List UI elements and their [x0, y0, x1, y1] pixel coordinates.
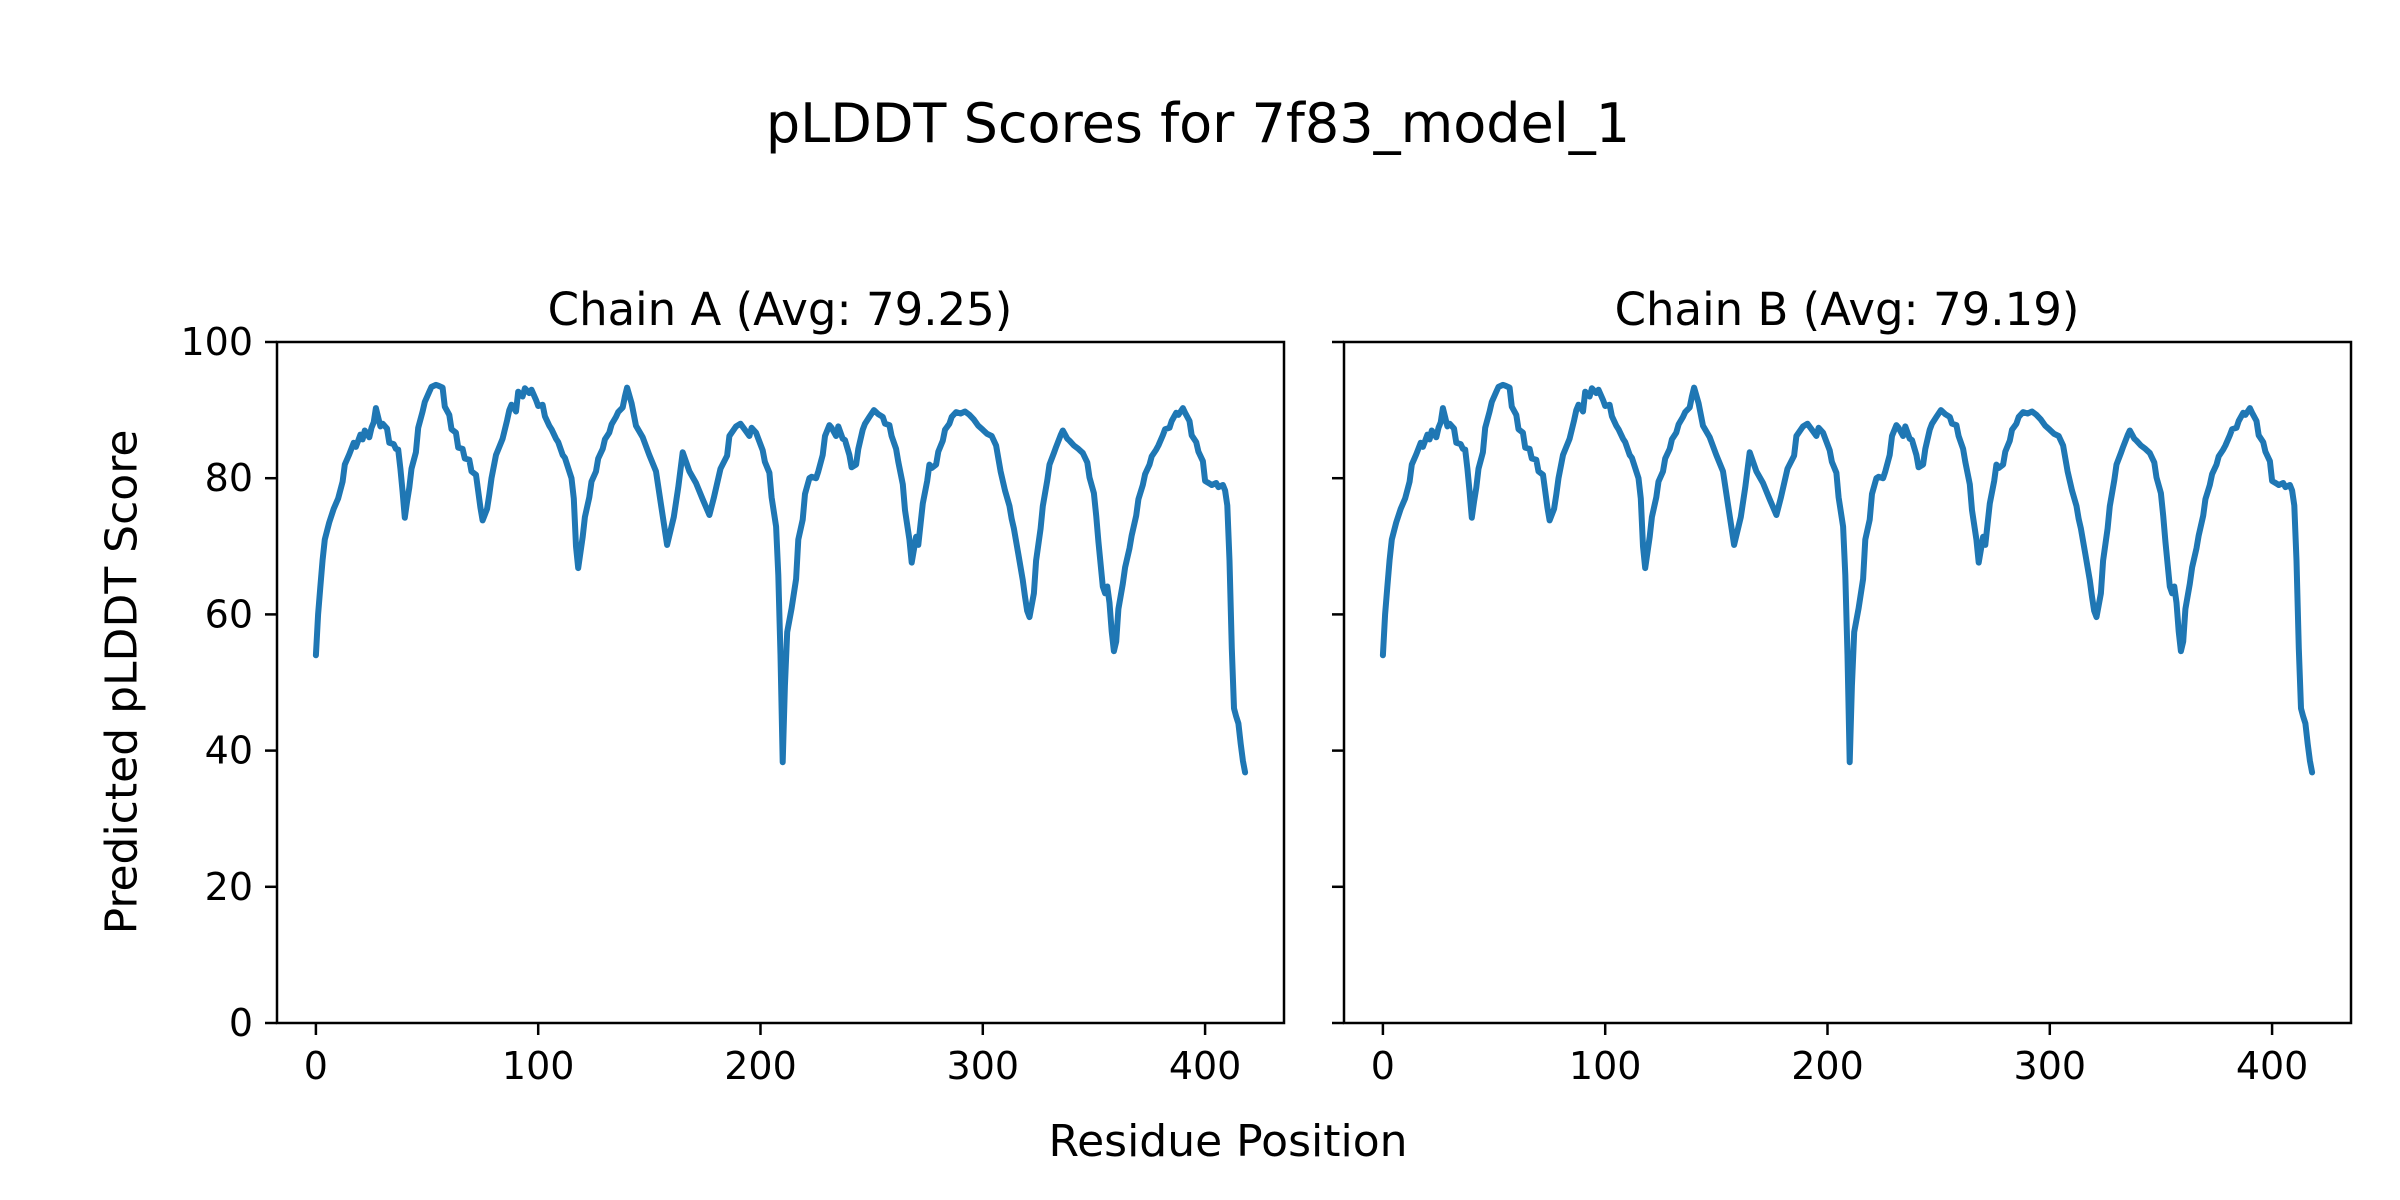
x-tick-label: 200: [1791, 1044, 1864, 1088]
y-tick-label: 0: [229, 1001, 253, 1045]
subplot-title-chain-b: Chain B (Avg: 79.19): [1614, 283, 2080, 336]
x-tick-label: 400: [1169, 1044, 1242, 1088]
x-tick-label: 400: [2236, 1044, 2309, 1088]
x-tick-label: 0: [1371, 1044, 1395, 1088]
axes-frame: [275, 340, 1286, 1025]
y-tick-label: 100: [180, 320, 253, 364]
y-axis-label: Predicted pLDDT Score: [96, 429, 148, 935]
y-tick-label: 60: [205, 592, 253, 636]
y-tick-label: 20: [205, 865, 253, 909]
axes-chain-b: 0 100 200 300 400: [1332, 340, 2353, 1088]
x-tick-label: 300: [2014, 1044, 2087, 1088]
figure-title: pLDDT Scores for 7f83_model_1: [765, 92, 1631, 155]
y-tick-label: 40: [205, 729, 253, 773]
axes-chain-a: 0 100 200 300 400 0 20 40 60 80 100: [180, 320, 1286, 1088]
x-tick-label: 300: [947, 1044, 1020, 1088]
x-tick-label: 100: [502, 1044, 575, 1088]
plddt-line: [1379, 381, 2316, 776]
x-tick-label: 200: [724, 1044, 797, 1088]
x-tick-label: 0: [304, 1044, 328, 1088]
y-tick-label: 80: [205, 456, 253, 500]
plddt-line: [312, 381, 1249, 776]
x-tick-label: 100: [1569, 1044, 1642, 1088]
subplot-title-chain-a: Chain A (Avg: 79.25): [547, 283, 1013, 336]
x-axis-label: Residue Position: [1048, 1116, 1408, 1167]
axes-frame: [1342, 340, 2353, 1025]
